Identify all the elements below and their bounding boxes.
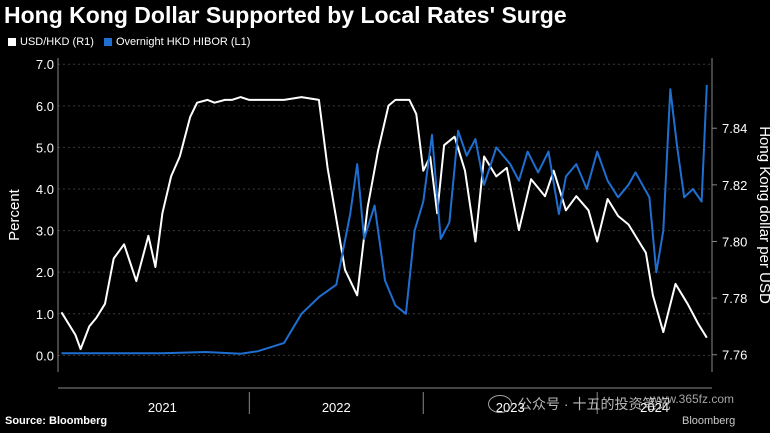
legend-swatch-usdhkd (8, 38, 16, 46)
y-left-tick-label: 1.0 (36, 307, 54, 322)
y-left-tick-label: 0.0 (36, 348, 54, 363)
chart-title: Hong Kong Dollar Supported by Local Rate… (4, 2, 567, 28)
y-right-axis-title: Hong Kong dollar per USD (756, 126, 770, 304)
y-left-axis-title: Percent (6, 188, 23, 241)
watermark-text: 公众号 · 十五的投资笔记 (518, 396, 671, 412)
wechat-logo-icon (488, 395, 512, 413)
legend-item-usdhkd: USD/HKD (R1) (8, 36, 94, 48)
legend-label-usdhkd: USD/HKD (R1) (20, 36, 94, 48)
y-right-tick-label: 7.78 (722, 291, 747, 306)
legend-item-hibor: Overnight HKD HIBOR (L1) (103, 36, 251, 48)
y-left-tick-label: 7.0 (36, 57, 54, 72)
y-left-tick-label: 4.0 (36, 182, 54, 197)
x-tick-label: 2024 (640, 400, 669, 415)
legend-label-hibor: Overnight HKD HIBOR (L1) (115, 36, 251, 48)
series-line-hibor (61, 84, 708, 355)
brand-label: Bloomberg (682, 415, 736, 427)
y-right-tick-label: 7.82 (722, 178, 747, 193)
y-right-tick-label: 7.80 (722, 234, 747, 249)
watermark-url: www.365fz.com (649, 392, 734, 406)
legend: USD/HKD (R1) Overnight HKD HIBOR (L1) (8, 36, 250, 48)
x-tick-label: 2022 (322, 400, 351, 415)
y-left-tick-label: 5.0 (36, 140, 54, 155)
source-note: Source: Bloomberg (5, 415, 108, 427)
series-line-usdhkd (60, 96, 708, 351)
y-left-tick-label: 3.0 (36, 224, 54, 239)
watermark: 公众号 · 十五的投资笔记 (488, 394, 670, 414)
y-left-tick-label: 6.0 (36, 99, 54, 114)
legend-swatch-hibor (103, 38, 112, 46)
y-right-tick-label: 7.76 (722, 348, 747, 363)
y-right-tick-label: 7.84 (722, 121, 747, 136)
y-left-tick-label: 2.0 (36, 265, 54, 280)
x-tick-label: 2021 (148, 400, 177, 415)
